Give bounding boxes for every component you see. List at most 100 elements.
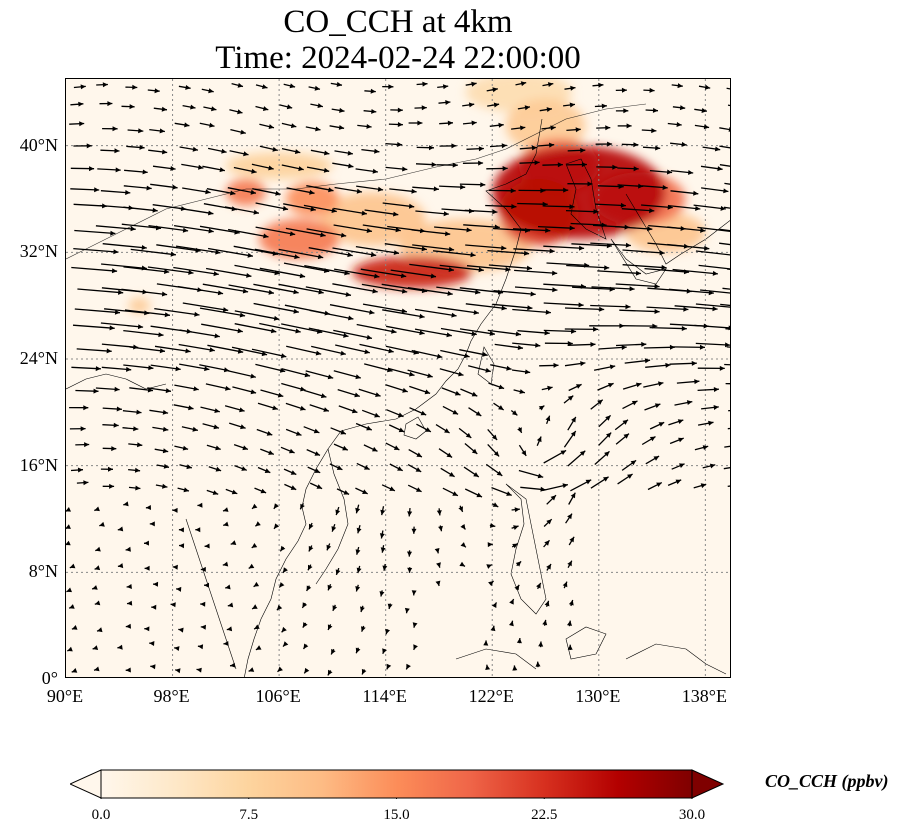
wind-arrow xyxy=(385,325,425,336)
wind-arrow xyxy=(434,226,472,233)
wind-arrow xyxy=(276,604,283,611)
wind-arrow xyxy=(384,243,427,252)
wind-arrow xyxy=(356,525,362,534)
wind-arrow xyxy=(649,326,687,331)
wind-arrow xyxy=(361,148,380,154)
wind-arrow xyxy=(311,345,346,356)
wind-arrow xyxy=(564,306,605,312)
wind-arrow xyxy=(200,624,206,630)
wind-arrow xyxy=(229,150,249,157)
wind-arrow xyxy=(204,543,210,549)
wind-arrow xyxy=(408,120,423,126)
wind-arrow xyxy=(645,107,659,113)
wind-arrow xyxy=(697,420,714,426)
wind-arrow xyxy=(144,565,150,571)
wind-arrow xyxy=(490,625,496,632)
wind-arrow xyxy=(485,463,503,477)
wind-arrow xyxy=(96,82,108,88)
wind-arrow xyxy=(129,346,166,354)
wind-arrow xyxy=(128,467,141,473)
wind-arrow xyxy=(204,582,209,588)
wind-arrow xyxy=(356,323,397,334)
wind-arrow xyxy=(543,328,577,334)
wind-arrow xyxy=(727,485,730,488)
wind-arrow xyxy=(494,343,524,350)
wind-arrow xyxy=(144,626,150,632)
wind-arrow xyxy=(229,662,236,668)
wind-arrow xyxy=(672,268,718,276)
wind-arrow xyxy=(285,428,302,436)
wind-arrow xyxy=(222,507,229,512)
wind-arrow xyxy=(674,400,693,406)
wind-arrow xyxy=(515,560,522,567)
wind-arrow xyxy=(231,82,244,88)
wind-arrow xyxy=(355,584,361,592)
wind-arrow xyxy=(515,81,527,87)
wind-arrow xyxy=(282,641,289,648)
wind-arrow xyxy=(511,543,519,549)
wind-arrow xyxy=(102,126,118,132)
wind-arrow xyxy=(598,345,627,350)
wind-arrow xyxy=(596,164,618,170)
wind-arrow xyxy=(462,102,475,108)
wind-arrow xyxy=(537,142,555,148)
wind-arrow xyxy=(514,269,558,276)
wind-arrow xyxy=(206,188,236,196)
wind-arrow xyxy=(486,87,498,93)
wind-arrow xyxy=(178,207,214,216)
wind-arrow xyxy=(459,328,495,336)
wind-arrow xyxy=(181,426,199,432)
wind-arrow xyxy=(434,548,440,554)
wind-arrow xyxy=(487,542,493,548)
wind-arrow xyxy=(71,625,78,630)
wind-arrow xyxy=(117,563,124,569)
wind-arrow xyxy=(150,664,156,670)
wind-arrow xyxy=(282,567,288,574)
wind-arrow xyxy=(697,387,719,392)
wind-arrow xyxy=(597,382,614,391)
wind-arrow xyxy=(416,81,428,87)
wind-arrow xyxy=(356,565,362,574)
wind-arrow xyxy=(149,128,165,134)
wind-arrow xyxy=(75,442,90,448)
wind-arrow xyxy=(464,209,498,215)
wind-arrow xyxy=(203,106,217,112)
wind-arrow xyxy=(543,518,553,527)
wind-arrow xyxy=(251,503,258,510)
wind-arrow xyxy=(100,148,120,154)
wind-arrow xyxy=(99,101,113,107)
wind-arrow xyxy=(176,586,182,592)
wind-arrow xyxy=(230,128,246,135)
wind-arrow xyxy=(91,585,98,590)
wind-arrow xyxy=(66,507,71,512)
wind-arrow xyxy=(173,404,194,411)
wind-arrow xyxy=(492,303,533,311)
wind-arrow xyxy=(355,245,400,255)
wind-arrow xyxy=(310,149,330,156)
wind-arrow xyxy=(490,364,512,371)
wind-arrow xyxy=(155,483,168,489)
wind-arrow xyxy=(332,247,377,258)
wind-arrow xyxy=(233,443,249,451)
wind-arrow xyxy=(231,346,268,357)
wind-arrow xyxy=(381,484,396,492)
wind-arrow xyxy=(69,121,85,127)
wind-arrow xyxy=(202,165,226,173)
wind-arrow xyxy=(491,486,512,497)
wind-arrow xyxy=(94,600,101,606)
wind-arrow xyxy=(669,437,684,445)
wind-arrow xyxy=(590,476,609,489)
wind-arrow xyxy=(379,590,385,597)
wind-arrow xyxy=(225,584,231,590)
wind-arrow xyxy=(702,463,716,469)
wind-arrow xyxy=(126,600,133,606)
wind-arrow xyxy=(66,540,71,546)
wind-arrow xyxy=(615,87,627,93)
wind-arrow xyxy=(308,327,349,338)
wind-arrow xyxy=(697,365,725,371)
wind-arrow xyxy=(286,187,315,195)
wind-arrow xyxy=(251,604,258,610)
wind-arrow xyxy=(385,384,408,393)
wind-arrow xyxy=(409,385,431,395)
wind-arrow xyxy=(641,128,657,134)
